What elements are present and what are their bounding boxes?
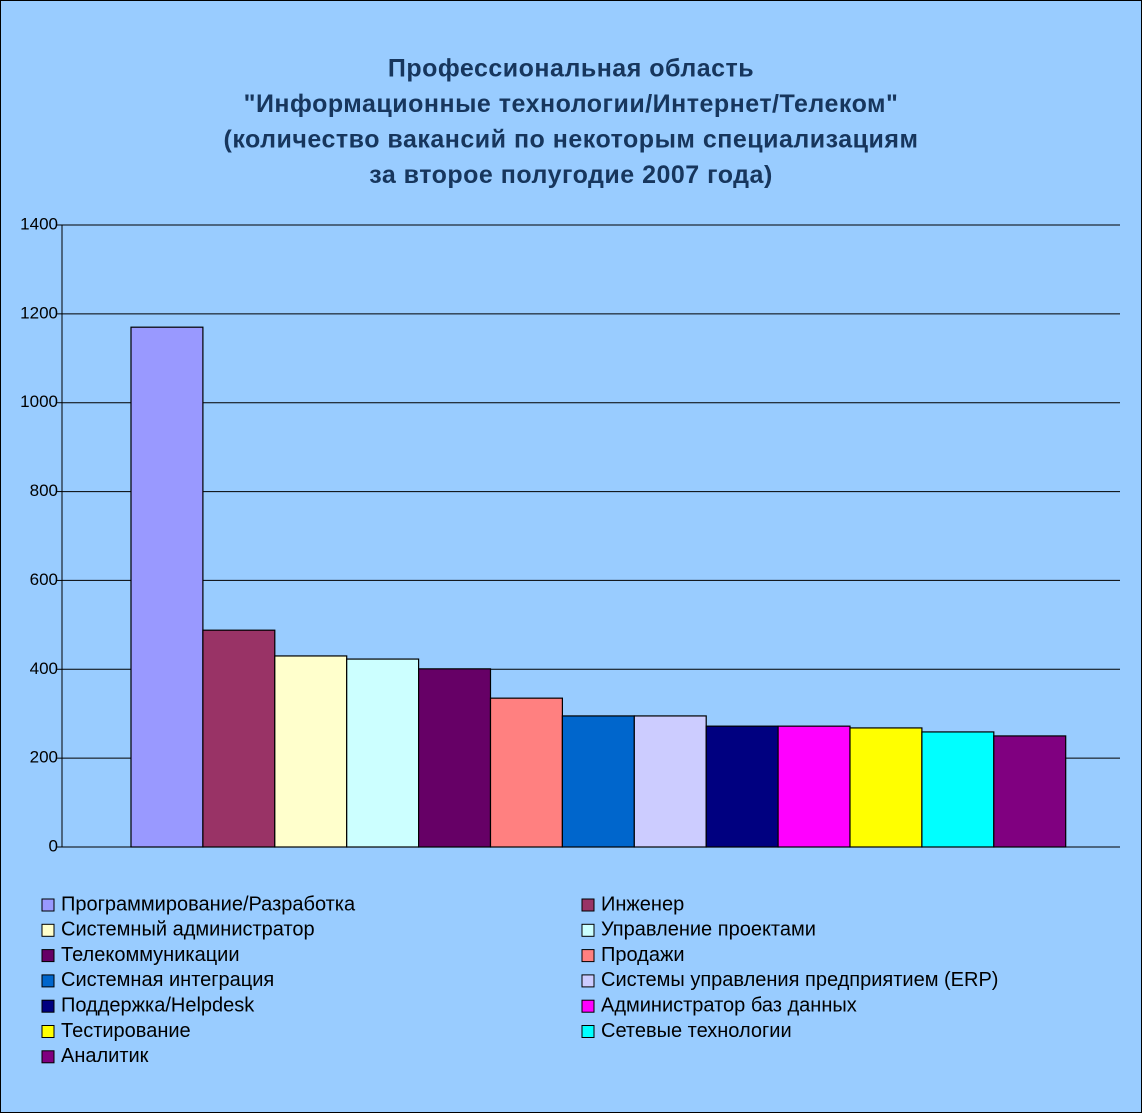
chart-title: Профессиональная область <box>388 55 754 83</box>
y-tick-label: 1200 <box>20 303 58 322</box>
bar <box>633 715 707 848</box>
legend-label: Системная интеграция <box>61 969 274 991</box>
legend-swatch <box>581 1025 595 1038</box>
y-tick-label: 1000 <box>20 392 58 411</box>
legend-swatch <box>581 974 595 988</box>
legend-label: Программирование/Разработка <box>61 893 356 915</box>
legend-swatch <box>581 999 595 1013</box>
legend-label: Системный администратор <box>61 919 315 941</box>
bar <box>418 668 492 848</box>
legend-label: Инженер <box>601 893 684 915</box>
legend-label: Сетевые технологии <box>601 1020 792 1042</box>
legend-swatch <box>41 923 55 937</box>
y-tick-label: 400 <box>30 659 58 678</box>
bar <box>777 725 851 848</box>
legend-label: Администратор баз данных <box>601 994 857 1016</box>
legend-label: Аналитик <box>61 1045 149 1067</box>
y-tick-label: 1400 <box>20 214 58 233</box>
bar <box>489 697 564 848</box>
legend-label: Тестирование <box>61 1020 191 1042</box>
legend-swatch <box>41 1050 55 1064</box>
legend-label: Управление проектами <box>601 919 816 941</box>
legend-swatch <box>41 1025 55 1038</box>
chart-title: "Информационные технологии/Интернет/Теле… <box>244 90 899 118</box>
bar <box>130 326 204 848</box>
bar <box>921 731 995 848</box>
legend-label: Продажи <box>601 944 685 966</box>
chart-title: за второе полугодие 2007 года) <box>369 161 773 189</box>
y-tick-label: 600 <box>30 570 58 589</box>
y-tick-label: 200 <box>30 748 58 767</box>
legend-label: Поддержка/Helpdesk <box>61 994 255 1016</box>
legend-swatch <box>41 898 55 912</box>
bar <box>993 735 1067 848</box>
y-tick-label: 800 <box>30 481 58 500</box>
legend-label: Системы управления предприятием (ERP) <box>601 969 998 991</box>
bar <box>849 727 923 848</box>
y-tick-label: 0 <box>49 836 58 855</box>
legend-swatch <box>581 898 595 912</box>
bar <box>274 655 348 848</box>
legend-swatch <box>581 949 595 963</box>
bar <box>561 715 635 848</box>
legend-label: Телекоммуникации <box>61 944 240 966</box>
bar <box>346 658 420 848</box>
chart-title: (количество вакансий по некоторым специа… <box>224 126 919 154</box>
legend-swatch <box>581 923 595 937</box>
legend-swatch <box>41 949 55 963</box>
bar <box>202 629 276 848</box>
legend-swatch <box>41 999 55 1013</box>
legend-swatch <box>41 974 55 988</box>
bar <box>705 725 779 848</box>
